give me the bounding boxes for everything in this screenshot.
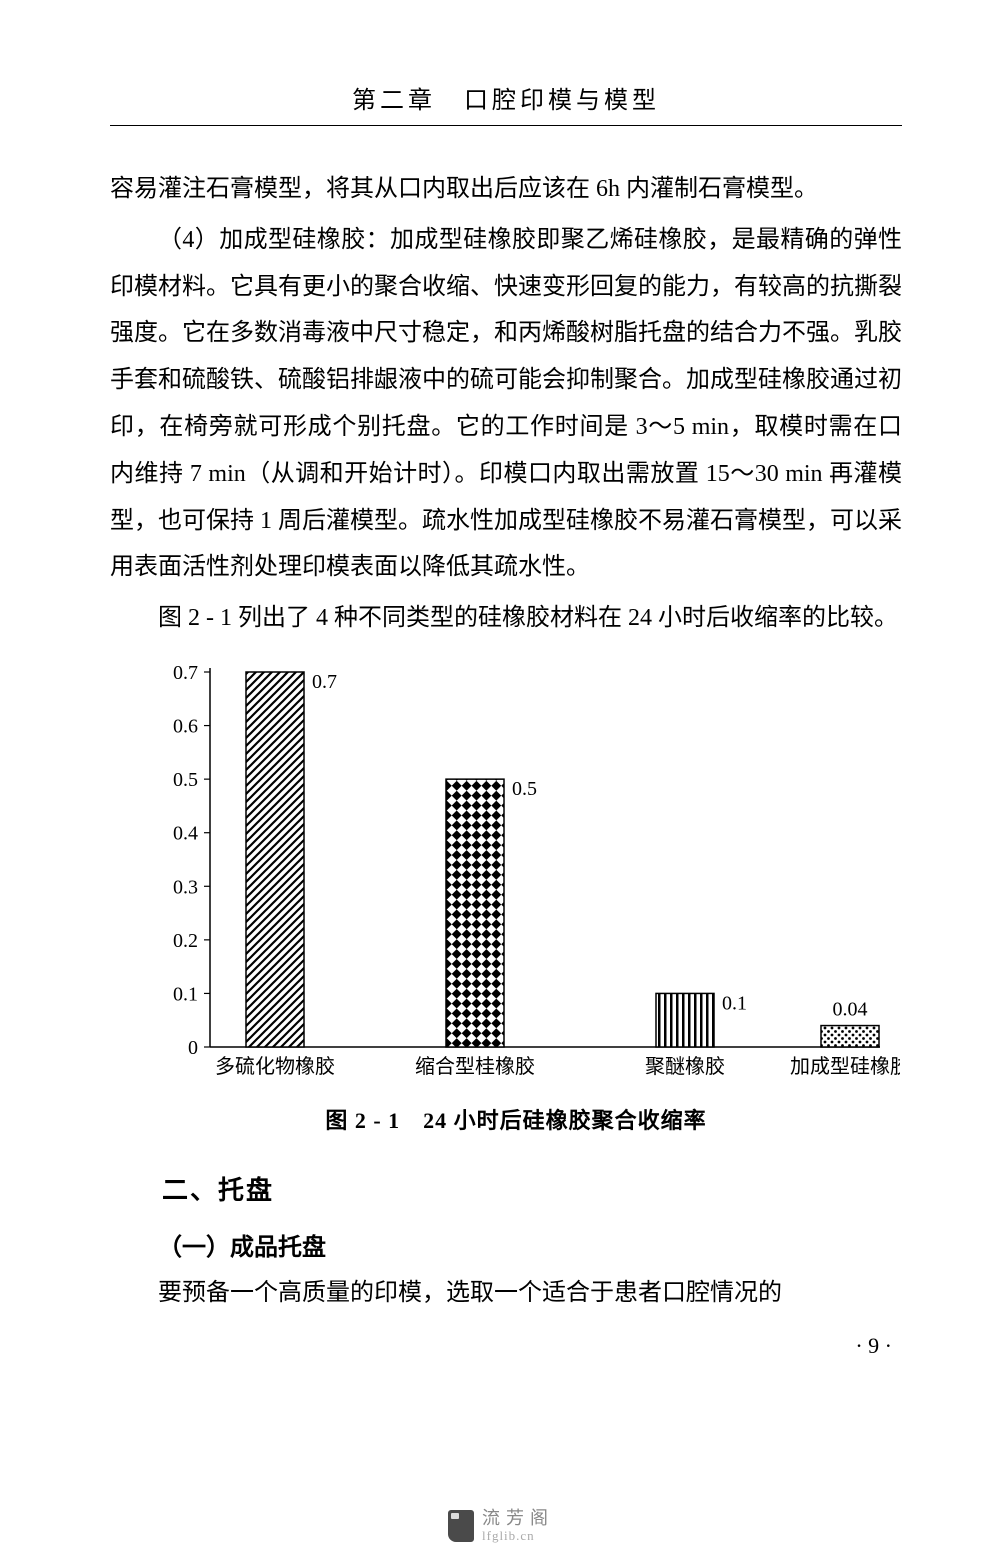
book-icon — [448, 1510, 474, 1542]
footer-site-name: 流芳阁 — [482, 1509, 554, 1529]
svg-text:0.3: 0.3 — [173, 876, 198, 898]
paragraph-3: 图 2 - 1 列出了 4 种不同类型的硅橡胶材料在 24 小时后收缩率的比较。 — [110, 595, 902, 642]
svg-text:多硫化物橡胶: 多硫化物橡胶 — [215, 1055, 335, 1078]
paragraph-2: （4）加成型硅橡胶：加成型硅橡胶即聚乙烯硅橡胶，是最精确的弹性印模材料。它具有更… — [110, 217, 902, 591]
svg-text:0.5: 0.5 — [173, 769, 198, 791]
shrinkage-chart: 0 0.1 0.2 0.3 0.4 0.5 0.6 0.7 0.7 多硫化物橡胶 0.5 缩合型桂橡胶… — [130, 662, 902, 1135]
svg-text:0.7: 0.7 — [173, 662, 198, 684]
section-heading-2: 二、托盘 — [110, 1170, 902, 1207]
svg-text:0.6: 0.6 — [173, 716, 198, 738]
svg-text:0: 0 — [188, 1037, 198, 1059]
svg-text:0.1: 0.1 — [722, 992, 747, 1014]
svg-text:缩合型桂橡胶: 缩合型桂橡胶 — [415, 1055, 535, 1078]
paragraph-4: 要预备一个高质量的印模，选取一个适合于患者口腔情况的 — [110, 1270, 902, 1317]
svg-text:0.4: 0.4 — [173, 823, 198, 845]
footer-watermark: 流芳阁 lfglib.cn — [0, 1509, 1002, 1547]
chapter-header: 第二章 口腔印模与模型 — [110, 80, 902, 126]
svg-text:0.04: 0.04 — [833, 999, 868, 1021]
chart-caption: 图 2 - 1 24 小时后硅橡胶聚合收缩率 — [130, 1103, 902, 1135]
svg-text:0.7: 0.7 — [312, 671, 337, 693]
svg-text:0.1: 0.1 — [173, 983, 198, 1005]
bar-chart-svg: 0 0.1 0.2 0.3 0.4 0.5 0.6 0.7 0.7 多硫化物橡胶 0.5 缩合型桂橡胶… — [130, 662, 900, 1092]
svg-text:加成型硅橡胶: 加成型硅橡胶 — [790, 1055, 900, 1078]
paragraph-1: 容易灌注石膏模型，将其从口内取出后应该在 6h 内灌制石膏模型。 — [110, 166, 902, 213]
page-number: · 9 · — [110, 1333, 902, 1359]
subsection-heading-1: （一）成品托盘 — [110, 1227, 902, 1262]
footer-site-url: lfglib.cn — [482, 1529, 554, 1543]
svg-text:0.5: 0.5 — [512, 778, 537, 800]
svg-text:聚醚橡胶: 聚醚橡胶 — [645, 1055, 725, 1078]
svg-text:0.2: 0.2 — [173, 930, 198, 952]
